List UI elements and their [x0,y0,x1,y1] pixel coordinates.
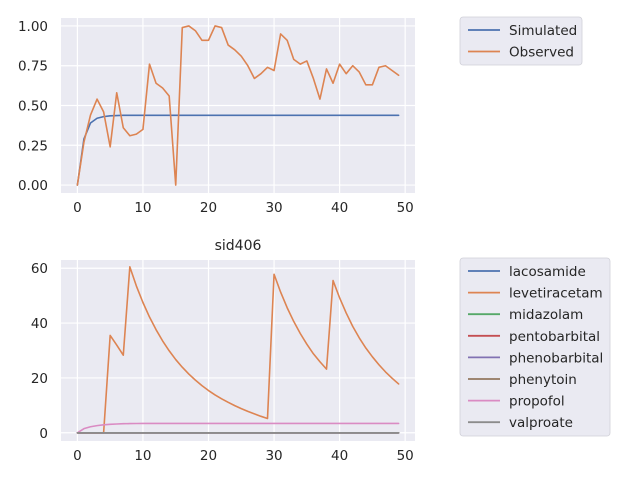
bottom-x-tick-label: 20 [200,448,217,464]
bottom-plot-y-tick-labels: 0 20 40 60 [31,261,48,442]
bottom-legend-label-pentobarbital: pentobarbital [509,329,600,345]
bottom-plot-legend: lacosamide levetiracetam midazolam pentobar… [459,257,611,437]
top-series-line-simulated [76,114,400,186]
bottom-series-line-levetiracetam [76,266,400,434]
bottom-legend-items: lacosamide levetiracetam midazolam pentobar… [468,264,603,431]
top-plot: 0 10 20 30 40 50 0.00 0.25 0.50 0.75 1.00 [18,18,415,216]
top-plot-grid [61,18,415,193]
bottom-legend-label-propofol: propofol [509,394,565,410]
top-x-tick-label: 40 [331,200,348,216]
top-y-tick-label: 0.00 [18,178,48,194]
top-series-line-observed [76,25,400,186]
bottom-plot: 0 10 20 30 40 50 0 20 40 60 sid406 [31,238,415,464]
bottom-plot-x-tick-labels: 0 10 20 30 40 50 [73,448,414,464]
top-plot-x-tick-labels: 0 10 20 30 40 50 [73,200,414,216]
bottom-y-tick-label: 40 [31,316,48,332]
bottom-legend-label-lacosamide: lacosamide [509,264,586,280]
top-plot-y-tick-labels: 0.00 0.25 0.50 0.75 1.00 [18,19,48,194]
bottom-x-tick-label: 0 [73,448,82,464]
top-y-tick-label: 0.50 [18,99,48,115]
bottom-plot-title: sid406 [215,238,262,254]
bottom-x-tick-label: 10 [134,448,151,464]
top-legend-items: Simulated Observed [468,23,577,61]
bottom-legend-label-phenobarbital: phenobarbital [509,350,603,366]
top-legend-label-simulated: Simulated [509,23,577,39]
top-y-tick-label: 0.75 [18,59,48,75]
bottom-plot-background [61,260,415,441]
bottom-series-line-propofol [76,422,400,434]
bottom-legend-label-valproate: valproate [509,415,573,431]
top-x-tick-label: 30 [265,200,282,216]
bottom-y-tick-label: 20 [31,371,48,387]
bottom-x-tick-label: 50 [397,448,414,464]
top-x-tick-label: 0 [73,200,82,216]
bottom-legend-label-midazolam: midazolam [509,307,583,323]
top-legend-frame [459,16,583,66]
bottom-x-tick-label: 40 [331,448,348,464]
bottom-x-tick-label: 30 [265,448,282,464]
bottom-plot-series [76,266,400,434]
top-plot-series [76,25,400,186]
bottom-legend-frame [459,257,611,437]
bottom-y-tick-label: 60 [31,261,48,277]
bottom-y-tick-label: 0 [39,426,48,442]
top-plot-legend: Simulated Observed [459,16,583,66]
top-legend-label-observed: Observed [509,45,574,61]
top-y-tick-label: 1.00 [18,19,48,35]
top-x-tick-label: 50 [397,200,414,216]
top-y-tick-label: 0.25 [18,138,48,154]
bottom-legend-label-levetiracetam: levetiracetam [509,286,603,302]
bottom-legend-label-phenytoin: phenytoin [509,372,577,388]
top-x-tick-label: 20 [200,200,217,216]
top-x-tick-label: 10 [134,200,151,216]
